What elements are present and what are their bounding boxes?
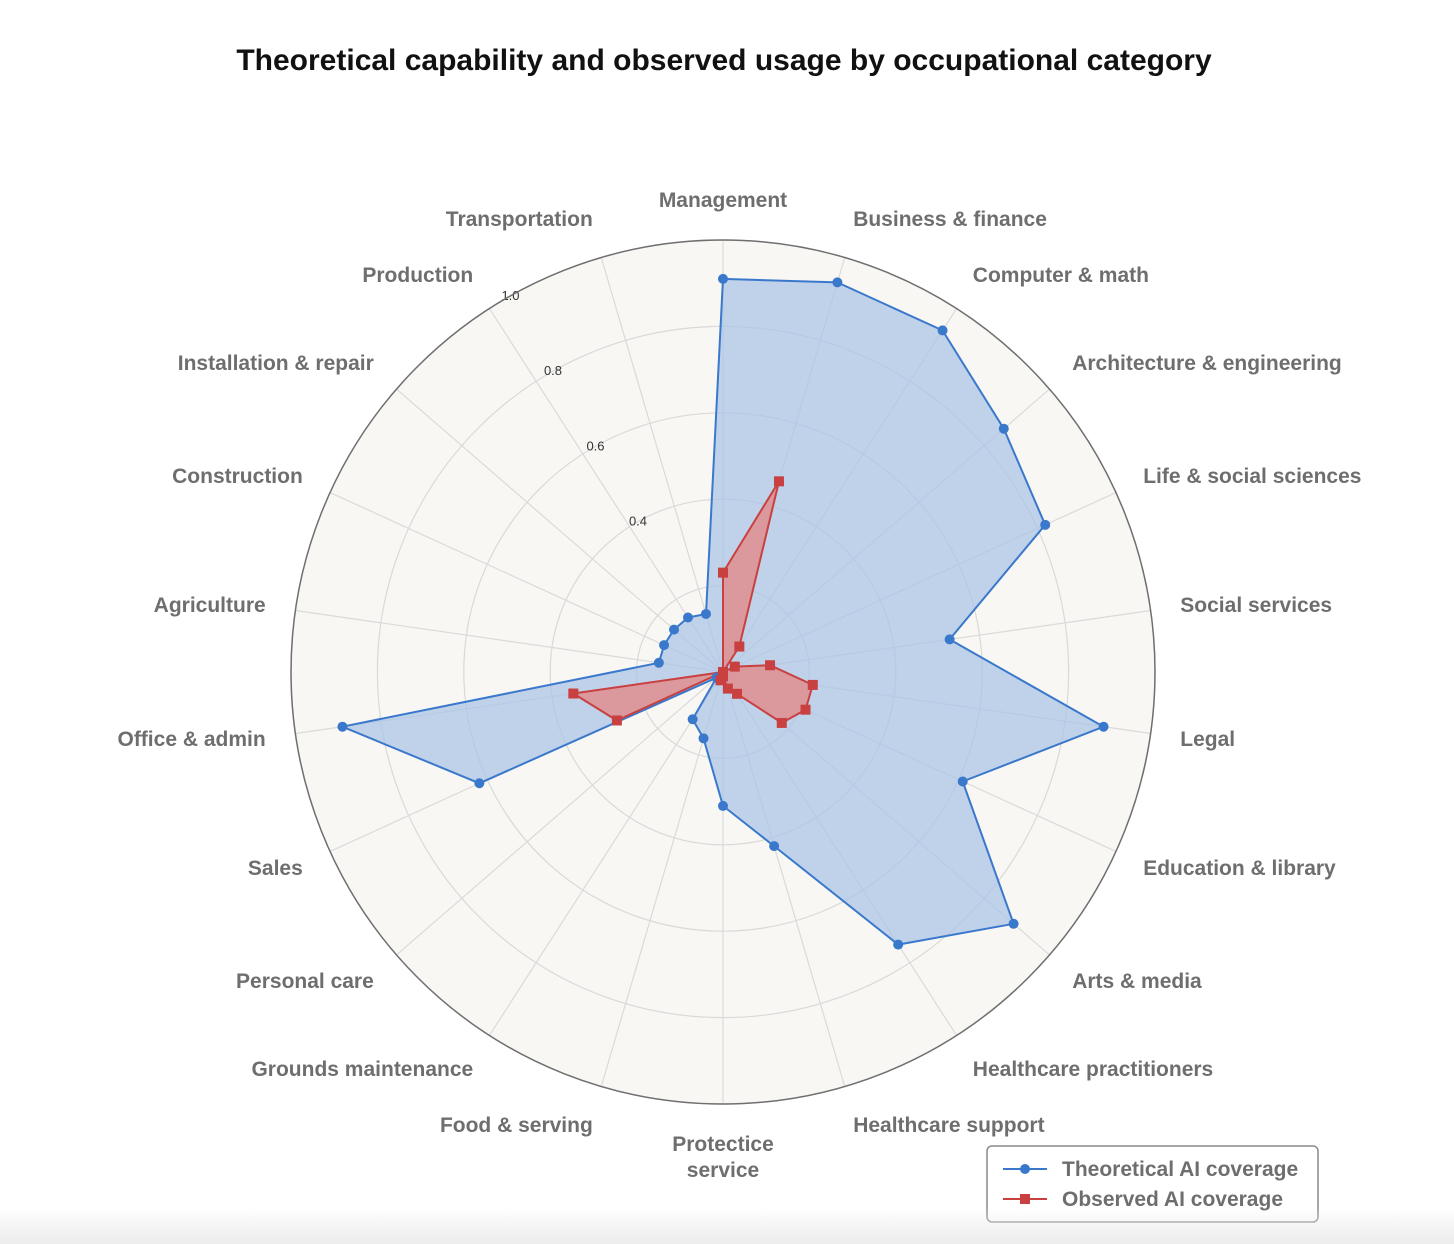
legend-theoretical-marker: [1020, 1164, 1030, 1174]
category-label-arts-and-media: Arts & media: [1072, 970, 1202, 993]
category-label-healthcare-practitioners: Healthcare practitioners: [973, 1058, 1213, 1081]
radial-tick-label: 0.8: [544, 363, 562, 378]
legend: Theoretical AI coverage Observed AI cove…: [986, 1145, 1319, 1223]
category-label-life-and-social-sciences: Life & social sciences: [1143, 465, 1361, 488]
category-label-sales: Sales: [248, 857, 303, 880]
spoke-agriculture: [295, 609, 724, 673]
observed-point-business-and-finance[interactable]: [773, 476, 784, 487]
observed-point-arts-and-media[interactable]: [776, 717, 787, 728]
category-label-architecture-and-engineering: Architecture & engineering: [1072, 352, 1342, 375]
observed-point-computer-and-math[interactable]: [734, 641, 745, 652]
observed-point-social-services[interactable]: [765, 660, 776, 671]
observed-point-education-and-library[interactable]: [800, 704, 811, 715]
category-label-agriculture: Agriculture: [154, 594, 266, 617]
theoretical-point-protectice-service[interactable]: [718, 800, 728, 811]
category-label-construction: Construction: [172, 465, 303, 488]
category-label-installation-and-repair: Installation & repair: [178, 352, 374, 375]
category-label-office-and-admin: Office & admin: [117, 728, 265, 751]
category-label-management: Management: [659, 189, 787, 212]
observed-point-legal[interactable]: [807, 679, 818, 690]
theoretical-point-construction[interactable]: [659, 640, 670, 651]
theoretical-point-architecture-and-engineering[interactable]: [998, 423, 1009, 434]
spoke-transportation: [600, 257, 724, 673]
legend-observed-label: Observed AI coverage: [1062, 1188, 1283, 1211]
category-label-education-and-library: Education & library: [1143, 857, 1336, 880]
theoretical-point-production[interactable]: [682, 612, 693, 623]
theoretical-point-office-and-admin[interactable]: [337, 721, 348, 732]
observed-point-management[interactable]: [718, 567, 728, 578]
theoretical-point-legal[interactable]: [1098, 721, 1109, 732]
category-label-grounds-maintenance: Grounds maintenance: [251, 1058, 473, 1081]
radial-tick-label: 0.6: [586, 438, 604, 453]
category-label-healthcare-support: Healthcare support: [853, 1114, 1044, 1137]
theoretical-point-sales[interactable]: [474, 778, 485, 789]
category-label-legal: Legal: [1180, 728, 1235, 751]
spoke-construction: [329, 491, 724, 673]
theoretical-point-installation-and-repair[interactable]: [669, 624, 680, 635]
theoretical-point-education-and-library[interactable]: [957, 776, 968, 787]
observed-point-healthcare-practitioners[interactable]: [732, 688, 743, 699]
spoke-grounds-maintenance: [488, 671, 724, 1036]
theoretical-point-healthcare-support[interactable]: [769, 841, 780, 852]
category-label-protectice-service: Protectice service: [672, 1133, 774, 1182]
legend-theoretical-label: Theoretical AI coverage: [1062, 1158, 1298, 1181]
spoke-production: [488, 308, 724, 673]
spoke-installation-and-repair: [396, 388, 724, 673]
chart-title: Theoretical capability and observed usag…: [236, 44, 1212, 77]
outer-ring: [290, 239, 1156, 1105]
spoke-personal-care: [396, 671, 724, 956]
category-label-computer-and-math: Computer & math: [973, 264, 1149, 287]
radial-tick-label: 0.4: [629, 514, 647, 529]
theoretical-point-agriculture[interactable]: [653, 657, 664, 668]
theoretical-point-management[interactable]: [718, 273, 728, 284]
theoretical-point-healthcare-practitioners[interactable]: [893, 939, 904, 950]
observed-point-food-and-serving[interactable]: [715, 675, 726, 686]
category-label-food-and-serving: Food & serving: [440, 1114, 593, 1137]
theoretical-point-social-services[interactable]: [944, 634, 955, 645]
observed-point-office-and-admin[interactable]: [568, 688, 579, 699]
theoretical-point-business-and-finance[interactable]: [832, 277, 843, 288]
category-label-social-services: Social services: [1180, 594, 1332, 617]
theoretical-point-computer-and-math[interactable]: [937, 325, 948, 336]
observed-point-life-and-social-sciences[interactable]: [729, 661, 740, 672]
theoretical-point-life-and-social-sciences[interactable]: [1040, 519, 1051, 530]
observed-point-healthcare-support[interactable]: [722, 683, 733, 694]
observed-point-transportation[interactable]: [718, 667, 728, 677]
category-label-business-and-finance: Business & finance: [853, 208, 1047, 231]
category-label-personal-care: Personal care: [236, 970, 374, 993]
category-label-transportation: Transportation: [446, 208, 593, 231]
theoretical-point-food-and-serving[interactable]: [698, 733, 709, 744]
theoretical-point-transportation[interactable]: [700, 608, 711, 619]
bottom-fade: [0, 1208, 1454, 1244]
category-label-production: Production: [362, 264, 473, 287]
observed-point-sales[interactable]: [611, 715, 622, 726]
theoretical-point-grounds-maintenance[interactable]: [687, 714, 698, 725]
legend-observed-marker: [1020, 1194, 1030, 1204]
theoretical-point-arts-and-media[interactable]: [1008, 918, 1019, 929]
